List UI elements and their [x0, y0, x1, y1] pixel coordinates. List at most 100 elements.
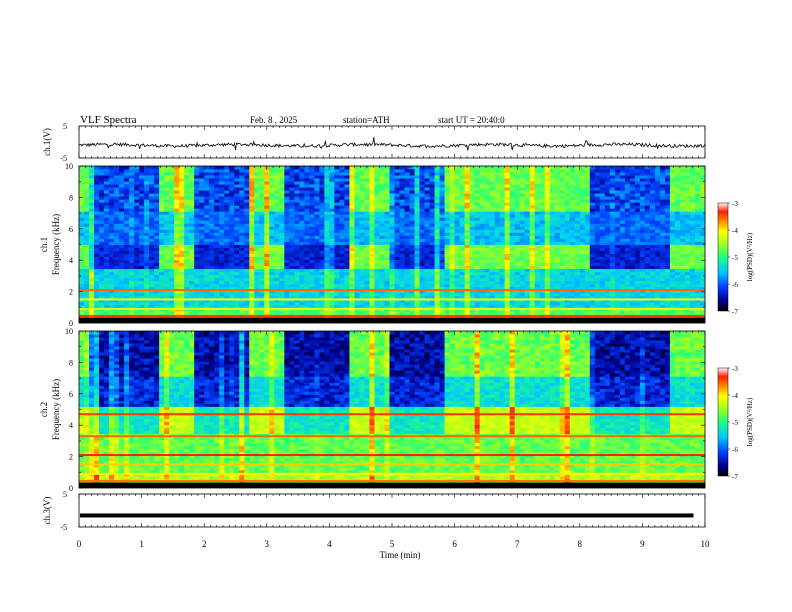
spectrogram-cell: [429, 187, 435, 191]
spectrogram-cell: [169, 289, 175, 294]
spectrogram-cell: [174, 199, 180, 203]
spectrogram-cell: [149, 217, 155, 221]
spectrogram-cell: [94, 199, 100, 203]
spectrogram-cell: [529, 280, 536, 285]
spectrogram-cell: [199, 259, 205, 264]
spectrogram-cell: [289, 172, 295, 176]
spectrogram-cell: [479, 262, 486, 267]
spectrogram-cell: [364, 214, 370, 218]
spectrogram-cell: [524, 298, 531, 303]
spectrogram-cell: [204, 235, 210, 239]
spectrogram-cell: [419, 223, 425, 227]
spectrogram-cell: [349, 280, 355, 285]
spectrogram-cell: [439, 277, 445, 282]
spectrogram-cell: [324, 172, 330, 176]
spectrogram-cell: [504, 277, 511, 282]
spectrogram-cell: [149, 199, 155, 203]
spectrogram-cell: [514, 304, 521, 309]
spectrogram-cell: [409, 286, 415, 291]
spectrogram-cell: [164, 229, 170, 233]
spectrogram-cell: [449, 286, 455, 291]
spectrogram-cell: [99, 253, 105, 257]
spectrogram-cell: [134, 226, 140, 230]
spectrogram-cell: [119, 169, 125, 173]
spectrogram-cell: [214, 220, 220, 224]
spectrogram-cell: [309, 262, 315, 267]
spectrogram-cell: [474, 286, 481, 291]
spectrogram-cell: [534, 301, 541, 306]
spectrogram-cell: [454, 292, 461, 297]
spectrogram-cell: [434, 232, 440, 236]
spectrogram-cell: [399, 235, 405, 239]
spectrogram-cell: [299, 304, 305, 309]
spectrogram-cell: [179, 226, 185, 230]
spectrogram-cell: [234, 229, 240, 233]
spectrogram-cell: [124, 196, 130, 200]
spectrogram-cell: [359, 274, 365, 279]
spectrogram-cell: [469, 214, 476, 218]
spectrogram-cell: [349, 268, 355, 273]
spectrogram-cell: [169, 274, 175, 279]
spectrogram-cell: [354, 217, 360, 221]
spectrogram-cell: [509, 199, 516, 203]
spectrogram-cell: [159, 220, 165, 224]
spectrogram-cell: [314, 196, 320, 200]
spectrogram-cell: [359, 280, 365, 285]
spectrogram-cell: [264, 277, 270, 282]
spectrogram-cell: [199, 277, 205, 282]
spectrogram-cell: [184, 250, 190, 254]
spectrogram-cell: [274, 235, 280, 239]
spectrogram-cell: [449, 298, 455, 303]
spectrogram-cell: [239, 217, 245, 221]
spectrogram-cell: [164, 271, 170, 276]
spectrogram-cell: [504, 229, 511, 233]
spectrogram-cell: [479, 238, 486, 242]
spectrogram-cell: [114, 259, 120, 264]
spectrogram-cell: [399, 169, 405, 173]
spectrogram-cell: [419, 169, 425, 173]
spectrogram-cell: [494, 235, 501, 239]
spectrogram-cell: [299, 169, 305, 173]
spectrogram-cell: [354, 202, 360, 206]
spectrogram-cell: [459, 280, 466, 285]
spectrogram-cell: [279, 274, 285, 279]
spectrogram-cell: [124, 172, 130, 176]
spectrogram-cell: [504, 184, 511, 188]
spectrogram-cell: [184, 268, 190, 273]
spectrogram-cell: [109, 169, 115, 173]
spectrogram-cell: [144, 289, 150, 294]
spectrogram-cell: [199, 196, 205, 200]
spectrogram-cell: [534, 304, 541, 309]
spectrogram-cell: [374, 229, 380, 233]
spectrogram-cell: [374, 217, 380, 221]
spectrogram-cell: [459, 184, 466, 188]
spectrogram-cell: [484, 235, 491, 239]
spectrogram-cell: [264, 289, 270, 294]
spectrogram-cell: [359, 262, 365, 267]
spectrogram-cell: [174, 217, 180, 221]
spectrogram-cell: [299, 172, 305, 176]
spectrogram-cell: [104, 193, 110, 197]
spectrogram-cell: [494, 256, 501, 260]
spectrogram-cell: [394, 229, 400, 233]
spectrogram-cell: [254, 247, 260, 251]
spectrogram-cell: [139, 178, 145, 182]
spectrogram-cell: [169, 271, 175, 276]
spectrogram-cell: [479, 211, 486, 215]
spectrogram-cell: [79, 277, 85, 282]
spectrogram-cell: [289, 181, 295, 185]
spectrogram-cell: [139, 247, 145, 251]
spectrogram-cell: [484, 238, 491, 242]
spectrogram-cell: [419, 253, 425, 257]
spectrogram-cell: [234, 214, 240, 218]
spectrogram-cell: [434, 292, 440, 297]
spectrogram-cell: [164, 220, 170, 224]
spectrogram-cell: [224, 175, 230, 179]
spectrogram-cell: [304, 187, 310, 191]
spectrogram-cell: [134, 253, 140, 257]
spectrogram-cell: [79, 238, 85, 242]
spectrogram-cell: [249, 274, 255, 279]
spectrogram-cell: [439, 190, 445, 194]
spectrogram-cell: [334, 169, 340, 173]
y-tick-label: 5: [63, 122, 67, 131]
